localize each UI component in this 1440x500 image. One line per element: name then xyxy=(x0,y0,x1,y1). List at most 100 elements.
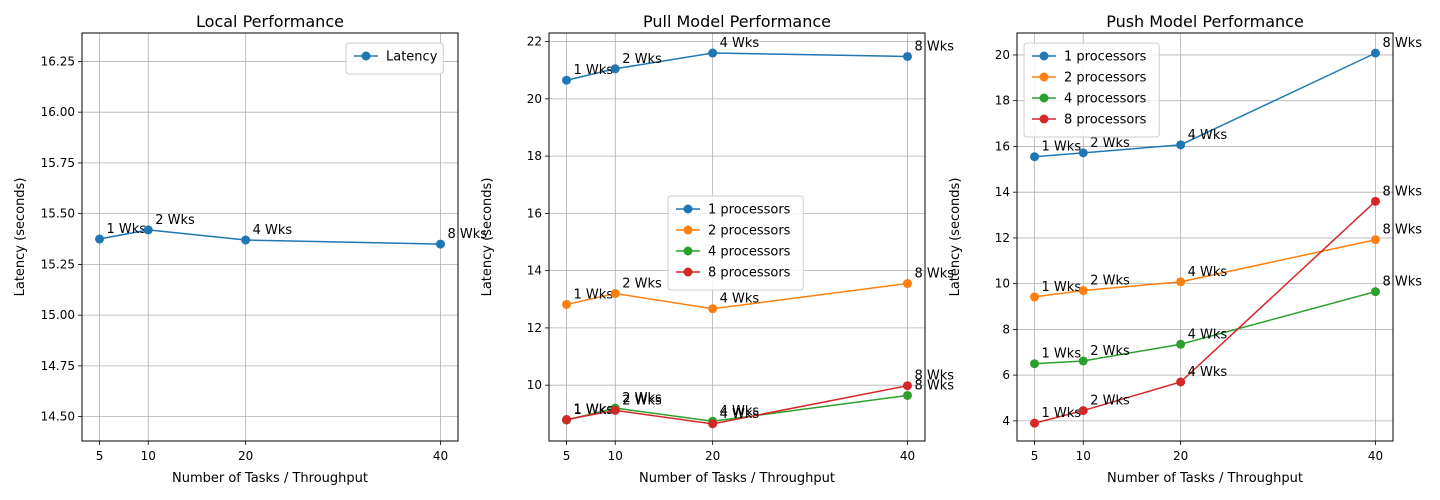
point-label: 1 Wks xyxy=(574,403,614,418)
y-tick-label: 4 xyxy=(1002,414,1010,428)
series-line xyxy=(1034,200,1376,424)
y-tick-label: 15.50 xyxy=(41,207,75,221)
y-tick-label: 16 xyxy=(995,139,1010,153)
x-tick-label: 40 xyxy=(433,449,448,463)
data-point xyxy=(1176,339,1186,349)
data-point xyxy=(1370,196,1380,206)
data-point xyxy=(95,234,105,244)
y-tick-label: 18 xyxy=(527,149,542,163)
y-tick-label: 15.00 xyxy=(41,308,75,322)
x-axis-label: Number of Tasks / Throughput xyxy=(172,471,368,486)
point-label: 2 Wks xyxy=(622,277,662,292)
series-line xyxy=(566,385,908,425)
legend: 1 processors 2 processors 4 processors 8 pr… xyxy=(1023,42,1160,138)
y-axis-label: Latency (seconds) xyxy=(948,178,963,297)
legend-box xyxy=(667,195,804,291)
legend-marker xyxy=(683,246,693,256)
y-tick-label: 12 xyxy=(995,231,1010,245)
point-label: 2 Wks xyxy=(622,391,662,406)
legend-label: 4 processors xyxy=(1064,92,1147,107)
y-tick-label: 10 xyxy=(527,378,542,392)
data-point xyxy=(1370,287,1380,297)
point-label: 2 Wks xyxy=(1090,274,1130,289)
legend-label: 2 processors xyxy=(708,224,791,239)
point-label: 1 Wks xyxy=(574,403,614,418)
point-label: 8 Wks xyxy=(1382,184,1422,199)
legend-label: 4 processors xyxy=(708,245,791,260)
series-line xyxy=(99,229,441,245)
data-point xyxy=(708,419,718,429)
point-label: 1 Wks xyxy=(1042,280,1082,295)
y-tick-label: 16.25 xyxy=(41,54,75,68)
series-line xyxy=(1034,239,1376,298)
data-point xyxy=(610,289,620,299)
data-point xyxy=(562,75,572,85)
x-tick-label: 20 xyxy=(238,449,253,463)
data-point xyxy=(1370,235,1380,245)
point-label: 2 Wks xyxy=(622,393,662,408)
point-label: 1 Wks xyxy=(1042,347,1082,362)
data-point xyxy=(1078,356,1088,366)
x-tick-label: 5 xyxy=(563,449,571,463)
data-point xyxy=(143,225,153,235)
point-label: 4 Wks xyxy=(720,407,760,422)
legend-box xyxy=(1023,42,1160,138)
y-tick-label: 22 xyxy=(527,35,542,49)
legend-label: 8 processors xyxy=(1064,113,1147,128)
plot-frame xyxy=(1016,32,1394,442)
chart-panel-3: 5 10 20 40 4 6 8 10 12 14 16 18 20 1 Wks 2 Wks 4 Wks 8 W… xyxy=(948,12,1422,486)
data-point xyxy=(708,304,718,314)
data-point xyxy=(610,64,620,74)
chart-panel-1: 5 10 20 40 14.50 14.75 15.00 15.25 15.50 15.75 16.… xyxy=(13,12,487,486)
y-axis-label: Latency (seconds) xyxy=(480,178,495,297)
x-tick-label: 20 xyxy=(1173,449,1188,463)
point-label: 8 Wks xyxy=(914,378,954,393)
data-point xyxy=(708,48,718,58)
point-label: 8 Wks xyxy=(1382,275,1422,290)
legend-marker xyxy=(1039,51,1049,61)
legend-label: 1 processors xyxy=(708,203,791,218)
point-label: 1 Wks xyxy=(1042,406,1082,421)
legend: Latency xyxy=(345,42,444,75)
point-label: 4 Wks xyxy=(1188,265,1228,280)
y-tick-label: 12 xyxy=(527,321,542,335)
point-label: 1 Wks xyxy=(107,222,147,237)
x-tick-label: 10 xyxy=(1076,449,1091,463)
data-point xyxy=(1176,277,1186,287)
x-tick-label: 10 xyxy=(608,449,623,463)
point-label: 8 Wks xyxy=(914,39,954,54)
point-label: 1 Wks xyxy=(574,63,614,78)
point-label: 2 Wks xyxy=(622,52,662,67)
point-label: 2 Wks xyxy=(1090,344,1130,359)
data-point xyxy=(1030,152,1040,162)
y-tick-label: 14 xyxy=(995,185,1010,199)
x-axis-label: Number of Tasks / Throughput xyxy=(1107,471,1303,486)
point-label: 4 Wks xyxy=(720,404,760,419)
y-tick-label: 16.00 xyxy=(41,105,75,119)
data-point xyxy=(1370,48,1380,58)
data-point xyxy=(1030,359,1040,369)
series-line xyxy=(566,52,908,81)
legend-marker xyxy=(361,51,371,61)
chart-panel-2: 5 10 20 40 10 12 14 16 18 20 22 1 Wks 2 Wks 4 Wks 8 Wk… xyxy=(480,12,954,486)
chart-title: Pull Model Performance xyxy=(643,12,831,31)
point-label: 8 Wks xyxy=(914,267,954,282)
data-point xyxy=(1176,140,1186,150)
data-point xyxy=(1078,286,1088,296)
point-label: 2 Wks xyxy=(1090,394,1130,409)
y-tick-label: 14 xyxy=(527,264,542,278)
y-tick-label: 14.75 xyxy=(41,359,75,373)
series-line xyxy=(1034,290,1376,365)
legend-marker xyxy=(683,204,693,214)
y-tick-label: 15.25 xyxy=(41,257,75,271)
point-label: 4 Wks xyxy=(253,223,293,238)
legend-label: 2 processors xyxy=(1064,71,1147,86)
series-line xyxy=(566,282,908,310)
x-tick-label: 40 xyxy=(900,449,915,463)
legend-marker xyxy=(1039,114,1049,124)
point-label: 1 Wks xyxy=(1042,140,1082,155)
data-point xyxy=(562,415,572,425)
series-line xyxy=(1034,52,1376,158)
data-point xyxy=(1030,418,1040,428)
